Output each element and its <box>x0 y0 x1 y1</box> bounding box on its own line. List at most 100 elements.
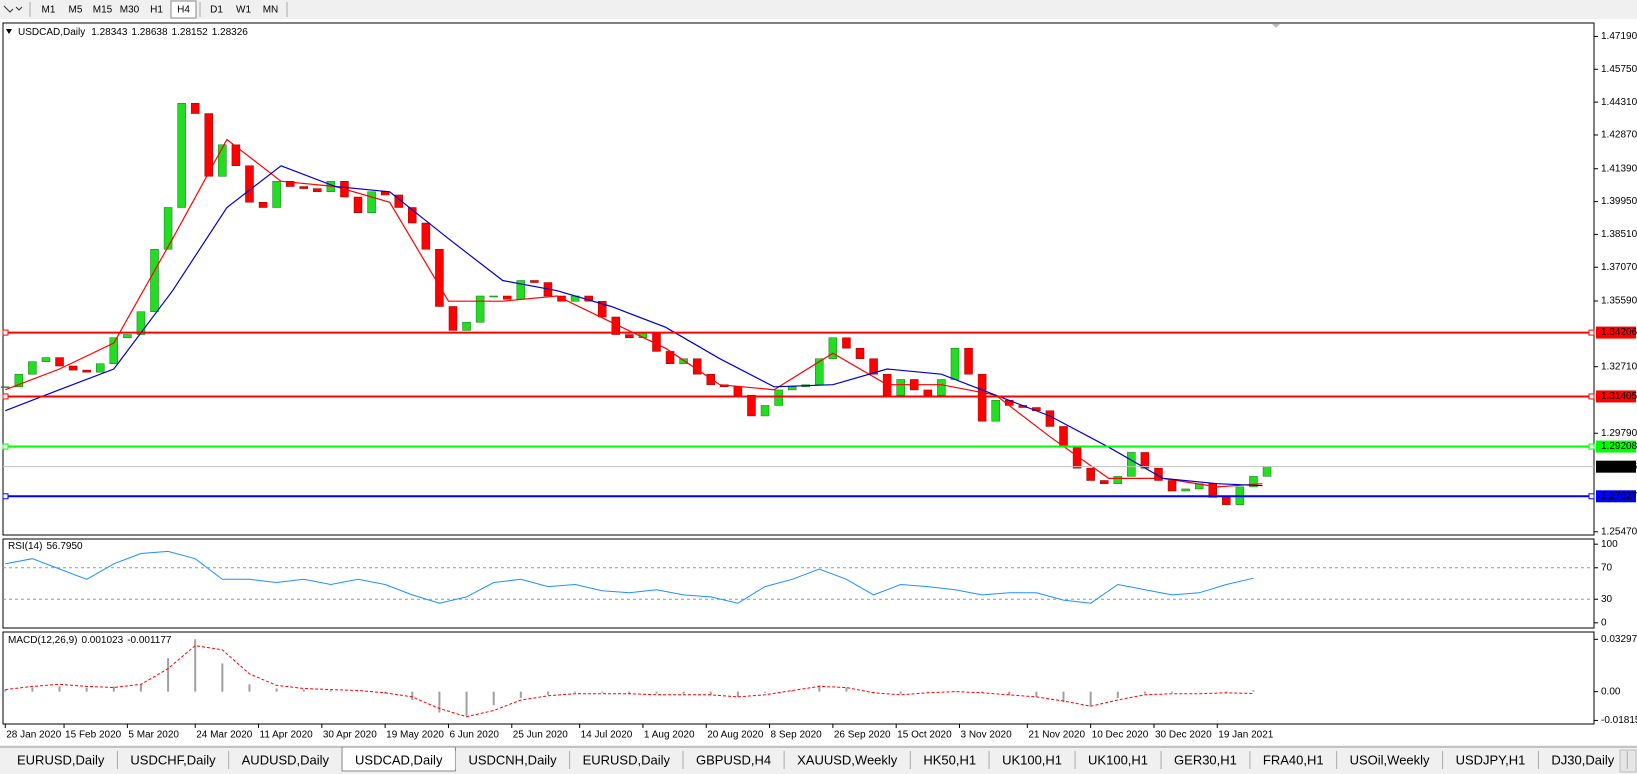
panel-menu-arrow[interactable] <box>6 29 12 34</box>
moving-average <box>5 165 1263 487</box>
candle <box>109 337 119 364</box>
candle <box>991 399 1000 422</box>
chart-tab[interactable]: UK100,H1 <box>1088 752 1148 767</box>
tab-bar <box>0 745 1637 774</box>
macd-bar <box>1089 691 1092 707</box>
chart-tab[interactable]: UK100,H1 <box>1002 752 1062 767</box>
macd-bar <box>736 691 739 697</box>
candle <box>28 361 37 375</box>
chart-tab[interactable]: GBPUSD,H4 <box>696 752 771 767</box>
timeframe-button[interactable]: W1 <box>236 5 251 16</box>
level-handle[interactable] <box>1588 443 1595 450</box>
rsi-line <box>5 550 1254 604</box>
macd-bar <box>85 687 88 692</box>
candle <box>299 186 308 189</box>
candle <box>787 386 797 391</box>
macd-value: 0.001023 <box>81 635 123 646</box>
candle <box>204 113 214 177</box>
chart-tab[interactable]: USDJPY,H1 <box>1456 752 1526 767</box>
candle <box>842 337 851 349</box>
timeframe-button[interactable]: H1 <box>150 5 163 16</box>
candle <box>421 222 431 250</box>
candle <box>937 379 946 396</box>
open: 1.28343 <box>91 27 128 38</box>
level-handle[interactable] <box>2 329 9 336</box>
candle <box>136 311 146 335</box>
x-tick-label: 10 Dec 2020 <box>1092 730 1149 741</box>
macd-bar <box>438 691 441 713</box>
candle <box>353 196 363 213</box>
macd-bar <box>601 691 604 693</box>
x-tick-label: 8 Sep 2020 <box>771 730 823 741</box>
level-handle[interactable] <box>1588 393 1595 400</box>
x-tick-label: 28 Jan 2020 <box>6 730 61 741</box>
y-tick-label: 1.39950 <box>1601 196 1637 207</box>
timeframe-button[interactable]: M30 <box>120 5 140 16</box>
chart-tab[interactable]: HK50,H1 <box>923 752 976 767</box>
candle <box>1113 476 1123 484</box>
candle <box>380 191 390 196</box>
chart-tab[interactable]: DJ30,Daily <box>1551 752 1614 767</box>
y-tick-label: 1.38510 <box>1601 229 1637 240</box>
chart-tab[interactable]: USDCNH,Daily <box>468 752 557 767</box>
level-handle[interactable] <box>1588 493 1595 500</box>
level-handle[interactable] <box>2 493 9 500</box>
candle <box>95 363 105 373</box>
x-tick-label: 30 Dec 2020 <box>1155 730 1212 741</box>
level-handle[interactable] <box>2 393 9 400</box>
timeframe-button[interactable]: M15 <box>93 5 113 16</box>
macd-bar <box>1225 691 1228 693</box>
chart-tab[interactable]: GER30,H1 <box>1174 752 1237 767</box>
toolbar-icon[interactable] <box>3 5 23 13</box>
timeframe-button[interactable]: MN <box>263 5 279 16</box>
current-price-label: 1.28326 <box>1601 461 1637 472</box>
x-tick-label: 21 Nov 2020 <box>1028 730 1085 741</box>
level-handle[interactable] <box>1588 329 1595 336</box>
y-tick-label: -0.018154 <box>1601 715 1637 726</box>
macd-bar <box>845 687 848 692</box>
chart-tab[interactable]: AUDUSD,Daily <box>242 752 330 767</box>
y-tick-label: 0.032972 <box>1601 634 1637 645</box>
x-tick-label: 1 Aug 2020 <box>644 730 695 741</box>
candle <box>1181 488 1190 492</box>
candle <box>41 357 51 362</box>
chart-tab[interactable]: USDCHF,Daily <box>130 752 216 767</box>
tab-scroll[interactable] <box>1619 749 1637 773</box>
timeframe-button[interactable]: M1 <box>42 5 56 16</box>
macd-signal <box>5 645 1254 718</box>
candle <box>597 300 607 318</box>
chart-tab[interactable]: USOil,Weekly <box>1350 752 1430 767</box>
candle <box>1262 466 1272 477</box>
chart-tab[interactable]: USDCAD,Daily <box>355 752 443 767</box>
candle <box>977 373 987 422</box>
x-tick-label: 20 Aug 2020 <box>707 730 764 741</box>
candle <box>950 347 960 380</box>
x-tick-label: 3 Nov 2020 <box>960 730 1012 741</box>
candle <box>163 207 173 250</box>
macd-bar <box>926 691 929 693</box>
x-tick-label: 11 Apr 2020 <box>260 730 314 741</box>
timeframe-button[interactable]: H4 <box>177 5 190 16</box>
chart-tab[interactable]: FRA40,H1 <box>1263 752 1324 767</box>
chart-tab[interactable]: XAUUSD,Weekly <box>797 752 898 767</box>
candle <box>1086 467 1095 481</box>
current-price-box <box>1596 460 1636 473</box>
candle <box>313 188 322 193</box>
chart-tab[interactable]: EURUSD,Daily <box>17 752 105 767</box>
candle <box>679 358 688 364</box>
level-handle[interactable] <box>2 443 9 450</box>
level-price-label: 1.34206 <box>1601 327 1637 338</box>
candle <box>245 165 254 203</box>
macd-bar <box>4 689 7 692</box>
macd-bar <box>58 686 61 692</box>
macd-header: MACD(12,26,9) 0.001023 -0.001177 <box>8 635 172 646</box>
candle <box>1045 410 1055 427</box>
rsi-panel <box>2 538 1595 629</box>
candle <box>435 248 444 307</box>
y-tick-label: 1.41390 <box>1601 163 1637 174</box>
timeframe-button[interactable]: M5 <box>69 5 83 16</box>
timeframe-button[interactable]: D1 <box>210 5 223 16</box>
macd-bar <box>194 639 197 692</box>
chart-tab[interactable]: EURUSD,Daily <box>583 752 671 767</box>
candle <box>1154 467 1163 481</box>
